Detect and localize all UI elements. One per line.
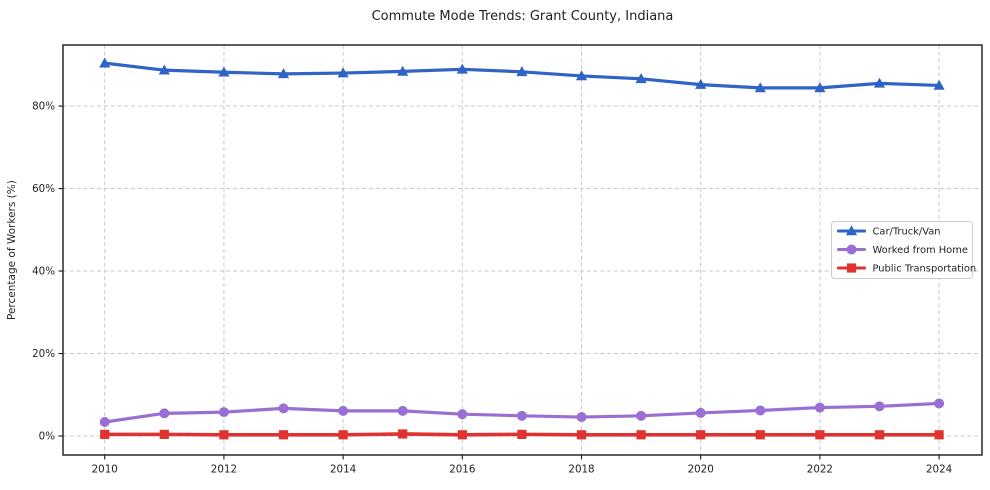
- marker-worked-from-home: [516, 410, 527, 421]
- legend-entry-car-truck-van: Car/Truck/Van: [836, 225, 941, 238]
- marker-public-transportation: [815, 430, 825, 440]
- marker-public-transportation: [755, 430, 765, 440]
- marker-public-transportation: [517, 429, 527, 439]
- legend: Car/Truck/Van Worked from Home Public Tran…: [831, 221, 977, 279]
- plot-border: [62, 44, 983, 456]
- marker-car-truck-van: [635, 73, 647, 84]
- marker-worked-from-home: [934, 398, 945, 409]
- legend-entry-public-transportation: Public Transportation: [836, 263, 977, 275]
- legend-swatch-marker: [845, 225, 858, 236]
- x-tick-label: 2014: [330, 464, 356, 476]
- marker-worked-from-home: [338, 405, 349, 416]
- marker-public-transportation: [159, 429, 169, 439]
- y-tick-label: 0%: [39, 431, 56, 443]
- x-tick-label: 2020: [688, 464, 714, 476]
- marker-car-truck-van: [158, 64, 170, 75]
- x-tick-label: 2018: [568, 464, 594, 476]
- series-worked-from-home: [99, 398, 945, 428]
- legend-swatch-marker: [846, 263, 857, 273]
- marker-public-transportation: [278, 430, 289, 440]
- legend-entry-worked-from-home: Worked from Home: [836, 244, 968, 256]
- marker-car-truck-van: [218, 66, 230, 77]
- marker-car-truck-van: [754, 82, 766, 93]
- marker-car-truck-van: [277, 68, 290, 79]
- marker-worked-from-home: [278, 403, 289, 414]
- marker-car-truck-van: [99, 57, 111, 68]
- legend-label: Worked from Home: [873, 245, 968, 256]
- marker-car-truck-van: [695, 78, 707, 89]
- chart-title: Commute Mode Trends: Grant County, India…: [371, 9, 674, 24]
- marker-car-truck-van: [397, 65, 409, 76]
- marker-public-transportation: [398, 429, 408, 439]
- marker-worked-from-home: [755, 405, 766, 416]
- y-tick-label: 60%: [32, 183, 55, 195]
- legend-box: [831, 221, 973, 279]
- marker-car-truck-van: [456, 63, 468, 74]
- marker-public-transportation: [636, 430, 646, 440]
- legend-label: Public Transportation: [873, 264, 977, 275]
- series-public-transportation: [100, 429, 944, 440]
- x-tick-label: 2010: [92, 464, 118, 476]
- legend-swatch-marker: [846, 244, 857, 255]
- marker-car-truck-van: [814, 82, 826, 93]
- marker-worked-from-home: [874, 401, 885, 412]
- x-tick-label: 2016: [449, 464, 475, 476]
- marker-car-truck-van: [873, 77, 886, 88]
- marker-car-truck-van: [337, 67, 349, 78]
- marker-car-truck-van: [516, 66, 528, 77]
- marker-public-transportation: [696, 430, 706, 440]
- marker-worked-from-home: [159, 408, 170, 419]
- y-tick-label: 80%: [32, 101, 55, 113]
- marker-car-truck-van: [933, 79, 945, 90]
- marker-worked-from-home: [397, 405, 408, 416]
- marker-public-transportation: [576, 430, 587, 440]
- marker-worked-from-home: [636, 410, 647, 421]
- series-car-truck-van: [99, 57, 945, 93]
- legend-label: Car/Truck/Van: [873, 227, 941, 238]
- y-tick-label: 20%: [32, 348, 55, 360]
- marker-worked-from-home: [457, 409, 468, 420]
- x-tick-label: 2012: [211, 464, 237, 476]
- marker-public-transportation: [934, 430, 944, 440]
- marker-public-transportation: [457, 430, 467, 440]
- marker-public-transportation: [874, 430, 885, 440]
- y-tick-label: 40%: [32, 266, 55, 278]
- marker-worked-from-home: [218, 407, 229, 418]
- marker-public-transportation: [100, 429, 110, 439]
- x-tick-label: 2022: [807, 464, 833, 476]
- marker-worked-from-home: [695, 407, 706, 418]
- marker-worked-from-home: [576, 412, 587, 423]
- marker-car-truck-van: [575, 70, 588, 81]
- marker-worked-from-home: [99, 417, 110, 428]
- marker-worked-from-home: [814, 402, 825, 413]
- x-tick-label: 2024: [926, 464, 952, 476]
- marker-public-transportation: [219, 430, 229, 440]
- marker-public-transportation: [338, 430, 348, 440]
